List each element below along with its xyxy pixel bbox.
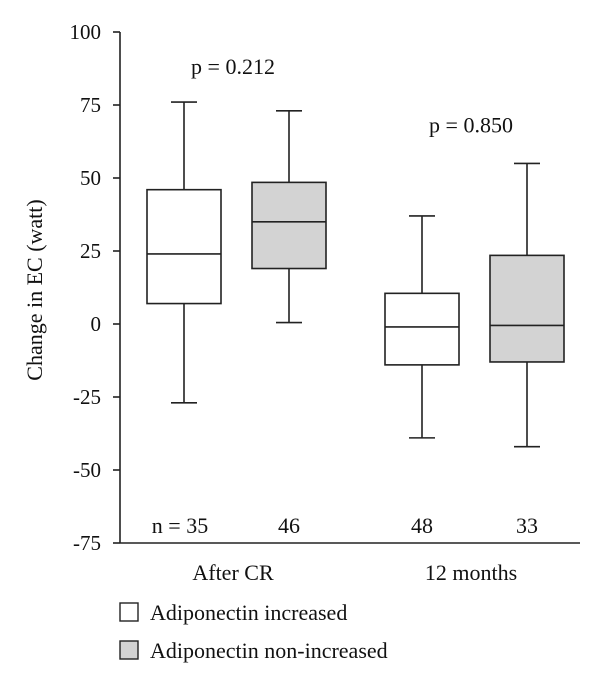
legend-label: Adiponectin increased: [150, 600, 347, 625]
legend-swatch: [119, 640, 139, 660]
iqr-box: [489, 254, 565, 363]
p-value-label: p = 0.212: [191, 54, 275, 79]
box-3: [489, 162, 565, 448]
y-tick-label: -75: [73, 531, 101, 555]
y-axis-ticks: 100 75 50 25 0 -25 -50 -75: [70, 20, 120, 555]
sample-size-label: n = 35: [152, 513, 208, 538]
box-2: [384, 215, 460, 439]
box-0: [146, 101, 222, 404]
p-value-annotations: p = 0.212 p = 0.850: [191, 54, 513, 137]
x-axis-group-labels: After CR 12 months: [192, 560, 517, 585]
iqr-box: [146, 188, 222, 305]
y-tick-label: 100: [70, 20, 102, 44]
y-tick-label: -25: [73, 385, 101, 409]
box-1: [251, 110, 327, 324]
box-series: [146, 101, 565, 448]
sample-size-labels: n = 35 46 48 33: [152, 513, 538, 538]
sample-size-label: 48: [411, 513, 433, 538]
legend: Adiponectin increased Adiponectin non-inc…: [119, 600, 388, 663]
sample-size-label: 46: [278, 513, 300, 538]
iqr-box: [384, 292, 460, 366]
y-tick-label: 75: [80, 93, 101, 117]
legend-swatch: [119, 602, 139, 622]
y-tick-label: 50: [80, 166, 101, 190]
x-group-label: 12 months: [425, 560, 517, 585]
x-axis: After CR 12 months: [120, 542, 580, 585]
y-tick-label: -50: [73, 458, 101, 482]
y-tick-label: 25: [80, 239, 101, 263]
iqr-box: [251, 181, 327, 270]
y-axis: 100 75 50 25 0 -25 -50 -75 Change in EC (watt): [22, 20, 121, 555]
p-value-label: p = 0.850: [429, 112, 513, 137]
sample-size-label: 33: [516, 513, 538, 538]
y-tick-label: 0: [91, 312, 102, 336]
x-group-label: After CR: [192, 560, 274, 585]
y-axis-title: Change in EC (watt): [22, 199, 47, 380]
legend-label: Adiponectin non-increased: [150, 638, 388, 663]
